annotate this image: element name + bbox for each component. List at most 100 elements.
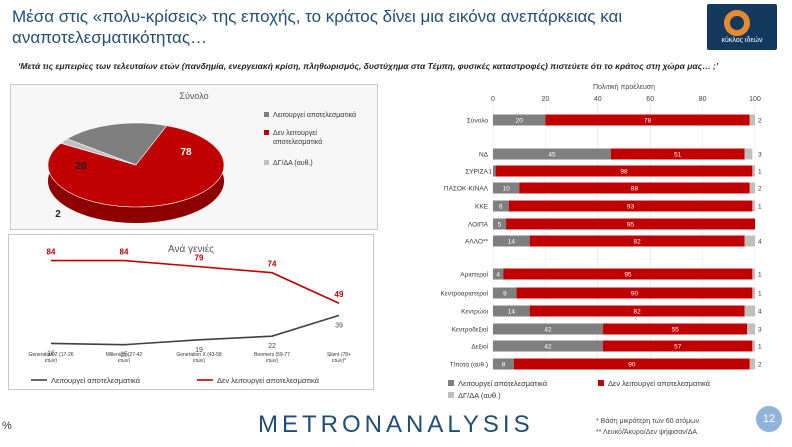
bar-segment-0	[493, 148, 611, 160]
bar-value-label: 45	[548, 152, 556, 159]
bar-category-label: Κεντρώοι	[461, 308, 488, 316]
bar-category-label: Κεντροδεξιοί	[452, 326, 489, 334]
bar-value-label: 95	[627, 222, 635, 229]
bar-value-label: 2	[758, 186, 762, 193]
bar-legend-label: Λειτουργεί αποτελεσματικά	[458, 379, 548, 388]
bar-value-label: 90	[628, 362, 636, 369]
pie-legend-label: Δεν λειτουργεί αποτελεσματικά	[273, 129, 322, 146]
line-series-0	[50, 314, 340, 346]
line-data-label: 84	[47, 248, 56, 257]
bar-value-label: 42	[544, 327, 552, 334]
bar-value-label: 1	[758, 344, 762, 351]
pie-title: Σύνολο	[179, 91, 208, 101]
bar-tick-label: 80	[699, 96, 707, 103]
bar-segment-2	[744, 305, 755, 317]
line-tick-label: Generation Z (17-26 ετών)	[28, 352, 73, 364]
bar-value-label: 10	[502, 186, 510, 193]
line-legend-label: Λειτουργεί αποτελεσματικά	[51, 376, 141, 385]
bar-segment-2	[752, 287, 755, 299]
bar-legend-label: Δεν λειτουργεί αποτελεσματικά	[608, 379, 711, 388]
line-data-label: 22	[268, 343, 276, 350]
question-text: ‘Μετά τις εμπειρίες των τελευταίων ετών …	[18, 61, 719, 71]
generations-chart-panel: Ανά γενιές 16 15 19 22 39 84 84 79 74 49 Generation…	[8, 234, 374, 390]
bar-value-label: 98	[620, 169, 628, 176]
bar-value-label: 3	[758, 152, 762, 159]
line-data-label: 79	[195, 254, 204, 263]
line-series-1	[51, 259, 340, 304]
bar-legend-marker	[448, 380, 454, 386]
bar-segment-2	[749, 182, 755, 194]
bar-axis-label: Πολιτική προέλευση	[593, 83, 655, 91]
bar-segment-1	[495, 165, 753, 177]
bar-value-label: 42	[544, 344, 552, 351]
bar-segment-2	[752, 200, 755, 212]
line-title: Ανά γενιές	[168, 243, 214, 255]
bar-legend-marker	[598, 380, 604, 386]
footer-note-base: * Βάση μικρότερη των 60 ατόμων	[596, 418, 700, 425]
line-tick-label: Silent (78+ ετών)*	[327, 352, 351, 364]
bar-value-label: 82	[633, 239, 641, 246]
bar-segment-0	[493, 268, 504, 280]
bar-segment-1	[513, 358, 750, 370]
bar-segment-1	[503, 268, 753, 280]
bar-segment-0	[493, 287, 517, 299]
line-data-label: 39	[335, 322, 343, 329]
bar-tick-label: 60	[646, 96, 654, 103]
line-data-label: 16	[47, 350, 55, 357]
bar-segment-0	[493, 235, 530, 247]
percent-mark: %	[2, 420, 12, 432]
bar-segment-1	[545, 114, 750, 126]
bar-value-label: 20	[516, 118, 524, 125]
bar-value-label: 90	[631, 291, 639, 298]
line-chart: Ανά γενιές 16 15 19 22 39 84 84 79 74 49 Generation…	[28, 243, 351, 385]
line-tick-label: Boomers (59-77 ετών)	[254, 352, 290, 364]
footer-brand: METRONANALYSIS	[258, 411, 534, 438]
bar-segment-1	[610, 148, 745, 160]
bar-segment-1	[519, 182, 750, 194]
bar-value-label: 1	[758, 204, 762, 211]
bar-segment-1	[508, 200, 753, 212]
line-data-label: 84	[120, 248, 129, 257]
bar-value-label: 51	[674, 152, 682, 159]
pie-slice-2	[60, 138, 137, 166]
bar-segment-2	[747, 323, 755, 335]
bar-value-label: 8	[502, 362, 506, 369]
pie-slice-1	[47, 125, 225, 208]
bar-value-label: 55	[671, 327, 679, 334]
bar-segment-2	[744, 235, 755, 247]
bar-value-label: 4	[758, 239, 762, 246]
bar-category-label: Αριστεροί	[460, 271, 488, 279]
pie-value-label: 2	[55, 209, 61, 220]
bar-value-label: 2	[758, 118, 762, 125]
bar-segment-0	[493, 305, 530, 317]
bar-category-label: ΑΛΛΟ**	[465, 239, 488, 246]
footer-note-other: ** Λευκό/Άκυρο/Δεν ψήφισαν/ΔΑ	[596, 429, 698, 436]
bar-value-label: 4	[496, 272, 500, 279]
bar-value-label: 2	[758, 362, 762, 369]
bar-value-label: 1	[758, 272, 762, 279]
bar-segment-1	[516, 287, 753, 299]
bar-value-label: 57	[674, 344, 682, 351]
bar-value-label: 6	[499, 204, 503, 211]
bar-segment-2	[752, 268, 755, 280]
bar-segment-0	[493, 323, 604, 335]
bar-segment-0	[493, 200, 509, 212]
bar-value-label: 14	[508, 239, 516, 246]
pie-chart-panel: Σύνολο 20 78 2 Λειτουργεί αποτελεσματικά Δεν …	[10, 84, 378, 230]
bar-value-label: 5	[498, 222, 502, 229]
pie-value-label: 20	[75, 161, 87, 172]
bar-value-label: 9	[503, 291, 507, 298]
bar-category-label: Σύνολο	[467, 117, 488, 125]
bar-segment-0	[493, 114, 546, 126]
bar-tick-label: 0	[491, 96, 495, 103]
bar-category-label: ΠΑΣΟΚ-ΚΙΝΑΛ	[444, 186, 489, 193]
bar-value-label: 3	[758, 327, 762, 334]
bar-category-label: ΣΥΡΙΖΑ	[465, 169, 488, 176]
pie-legend-marker	[264, 112, 269, 117]
logo-text: κύκλος ιδεών	[721, 37, 763, 44]
bar-segment-2	[752, 165, 755, 177]
line-data-label: 19	[195, 347, 203, 354]
logo-ring-icon	[724, 10, 750, 36]
line-data-label: 15	[120, 352, 128, 359]
bar-value-label: 88	[631, 186, 639, 193]
